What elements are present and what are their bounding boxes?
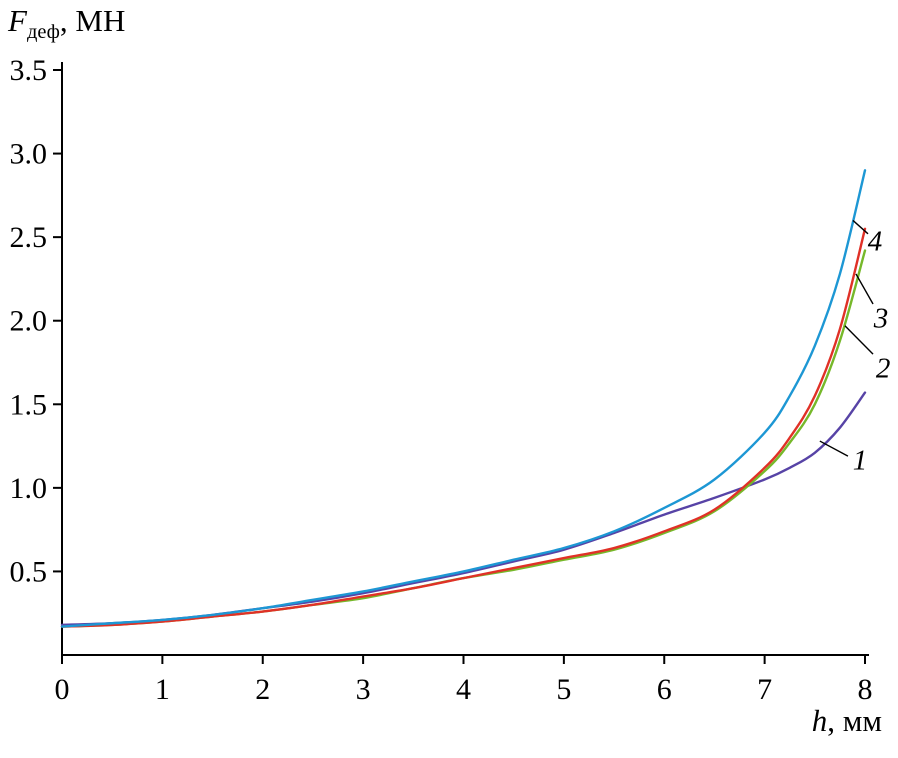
curve-label-leader-1 [819, 440, 849, 457]
y-tick-label: 2.0 [10, 305, 48, 338]
y-tick-label: 1.5 [10, 388, 48, 421]
y-axis-subscript: деф [26, 21, 60, 44]
x-tick-label: 0 [55, 673, 70, 706]
y-axis-symbol: F [8, 3, 27, 38]
x-tick-label: 4 [456, 673, 471, 706]
x-tick-label: 3 [356, 673, 371, 706]
x-tick-label: 7 [757, 673, 772, 706]
curve-label-leader-3 [855, 273, 874, 305]
x-tick-label: 8 [858, 673, 873, 706]
curve-label-1: 1 [853, 444, 868, 476]
curve-label-leader-4 [852, 219, 869, 235]
curve-label-3: 3 [873, 302, 889, 334]
series-line-2 [60, 249, 867, 628]
curve-label-leader-2 [844, 325, 874, 355]
y-tick-label: 0.5 [10, 555, 48, 588]
x-tick-label: 6 [657, 673, 672, 706]
y-tick-label: 3.0 [10, 138, 48, 171]
y-tick-label: 3.5 [10, 54, 48, 87]
y-tick-label: 2.5 [10, 221, 48, 254]
curve-label-2: 2 [876, 353, 891, 385]
series-line-3 [60, 227, 867, 628]
x-axis-symbol: h [811, 703, 828, 738]
curve-label-4: 4 [868, 225, 883, 257]
series-line-4 [60, 169, 867, 628]
series-line-1 [60, 391, 867, 627]
x-tick-label: 2 [255, 673, 270, 706]
x-axis-title: h, мм [811, 703, 882, 738]
y-axis-title: Fдеф, МН [8, 3, 126, 42]
y-axis-unit: , МН [59, 3, 126, 38]
x-tick-label: 1 [155, 673, 170, 706]
y-tick-label: 1.0 [10, 472, 48, 505]
x-axis-unit: , мм [827, 703, 882, 738]
x-tick-label: 5 [556, 673, 571, 706]
